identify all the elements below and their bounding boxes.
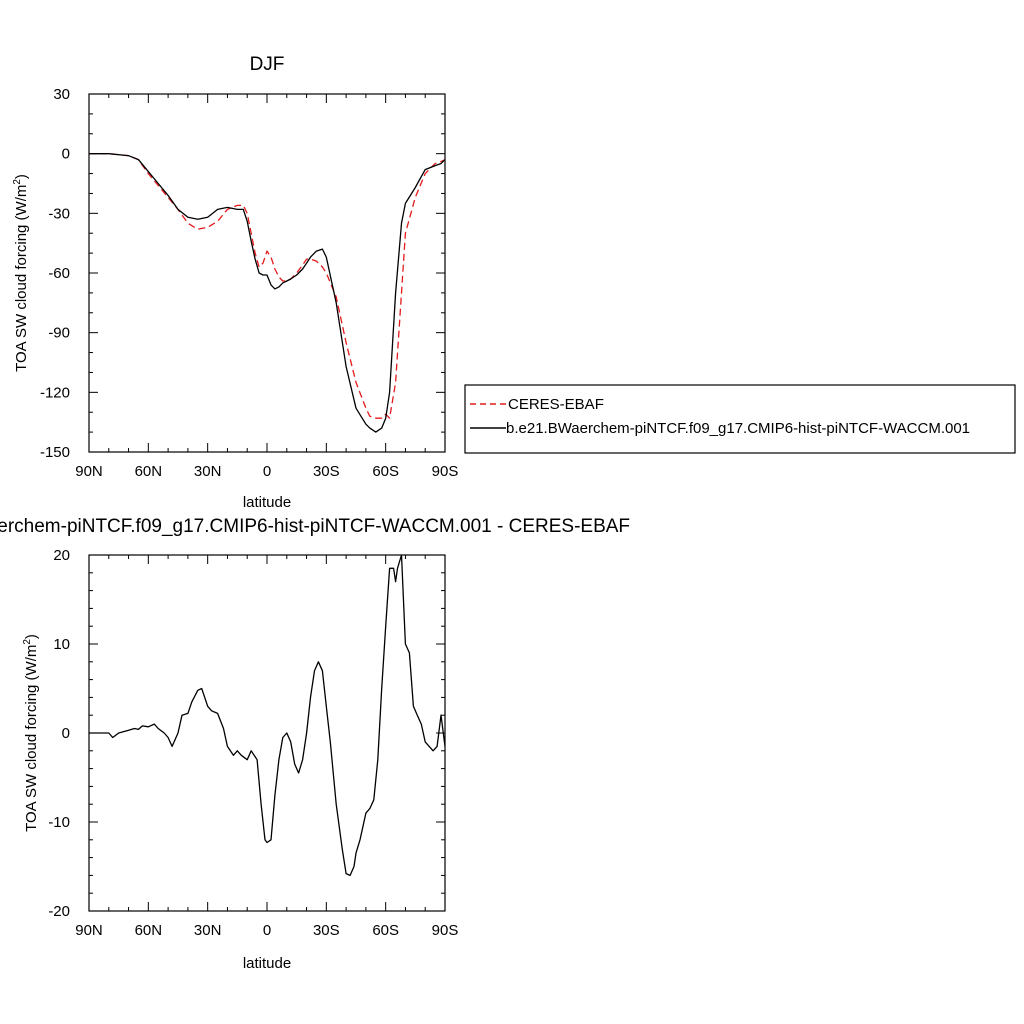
bottom-y-tick-label: 20 [53,547,70,564]
top-y-tick-label: -150 [40,444,70,461]
bottom-x-tick-label: 90N [75,922,103,939]
bottom-y-tick-label: -20 [48,903,70,920]
top-y-axis-label: TOA SW cloud forcing (W/m2) [12,174,30,372]
top-x-axis-label: latitude [243,494,291,511]
top-y-tick-label: -90 [48,325,70,342]
top-x-tick-label: 0 [263,463,271,480]
bottom-y-tick-label: -10 [48,814,70,831]
bottom-chart-title: b.e21.BWaerchem-piNTCF.f09_g17.CMIP6-his… [0,516,630,537]
top-panel: DJF 90N 60N 30N 0 30S 60S 90S 30 0 -30 -60 -90 -120… [12,54,458,511]
bottom-x-tick-label: 90S [432,922,459,939]
bottom-y-tick-label: 10 [53,636,70,653]
legend-label-model: b.e21.BWaerchem-piNTCF.f09_g17.CMIP6-his… [506,420,970,437]
bottom-panel: b.e21.BWaerchem-piNTCF.f09_g17.CMIP6-his… [0,516,630,972]
bottom-y-tick-label: 0 [62,725,70,742]
top-x-tick-label: 30S [313,463,340,480]
legend: CERES-EBAF b.e21.BWaerchem-piNTCF.f09_g1… [464,384,1016,454]
bottom-y-axis-label: TOA SW cloud forcing (W/m2) [22,634,40,832]
bottom-x-tick-label: 30N [194,922,222,939]
bottom-plot-frame [88,554,446,912]
top-x-tick-label: 60N [135,463,163,480]
legend-label-ceres: CERES-EBAF [508,396,604,413]
top-chart-title: DJF [250,54,285,75]
top-series-line-0 [89,153,446,419]
bottom-x-tick-label: 30S [313,922,340,939]
top-x-tick-label: 90N [75,463,103,480]
bottom-x-tick-label: 60N [135,922,163,939]
bottom-x-axis-label: latitude [243,955,291,972]
top-x-tick-label: 90S [432,463,459,480]
top-y-tick-label: -60 [48,265,70,282]
bottom-series-line-0 [89,554,446,877]
top-y-tick-label: 30 [53,86,70,103]
top-x-tick-label: 30N [194,463,222,480]
bottom-x-tick-label: 0 [263,922,271,939]
top-y-tick-label: -120 [40,384,70,401]
top-plot-frame [88,93,446,453]
bottom-x-tick-label: 60S [372,922,399,939]
top-x-tick-label: 60S [372,463,399,480]
top-y-tick-label: -30 [48,205,70,222]
top-y-tick-label: 0 [62,146,70,163]
top-series-line-1 [89,153,446,433]
legend-box [464,384,1016,454]
